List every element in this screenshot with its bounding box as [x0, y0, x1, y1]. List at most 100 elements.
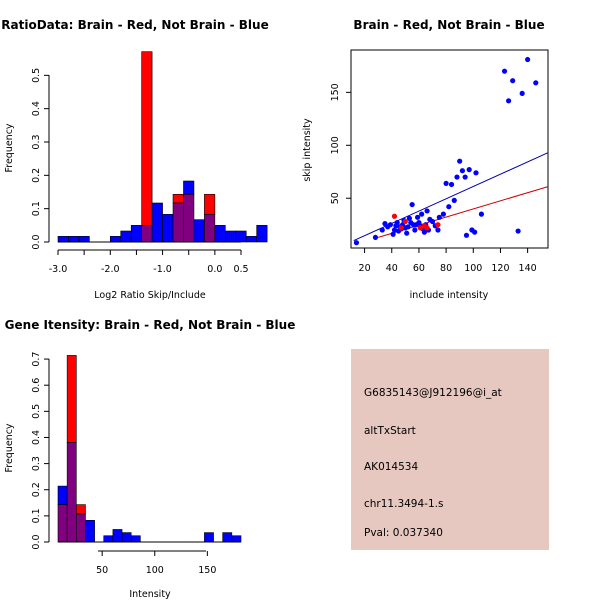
y-tick-label: 0.4 — [31, 430, 42, 445]
not-brain-bar — [130, 225, 142, 243]
not-brain-bar — [130, 535, 141, 543]
not-brain-point — [519, 90, 525, 97]
not-brain-point — [478, 211, 485, 217]
not-brain-point — [510, 78, 516, 84]
not-brain-fit-line — [353, 152, 549, 242]
not-brain-bar — [121, 532, 132, 543]
y-tick-label: 0.3 — [31, 134, 42, 149]
not-brain-bar — [109, 236, 122, 243]
not-brain-point — [515, 228, 521, 234]
not-brain-bar — [204, 532, 214, 543]
y-tick-label: 0.6 — [31, 378, 42, 393]
not-brain-bar — [57, 236, 69, 243]
x-tick-label: 40 — [386, 263, 398, 274]
y-tick-label: 0.1 — [31, 508, 42, 523]
x-tick-label: 100 — [464, 263, 482, 274]
not-brain-bar — [68, 236, 80, 243]
not-brain-bar — [225, 230, 237, 243]
y-tick-label: 50 — [330, 192, 341, 204]
not-brain-point — [419, 211, 425, 217]
info-panel: G6835143@J912196@i_at altTxStart AK01453… — [351, 349, 549, 550]
x-tick-label: 20 — [359, 263, 371, 274]
x-tick-label: 50 — [96, 565, 108, 576]
intensity-y-ticks: 0.0 0.1 0.2 0.3 0.4 0.5 0.6 0.7 — [31, 352, 49, 550]
ratio-y-ticks: 0.0 0.1 0.2 0.3 0.4 0.5 — [31, 68, 49, 250]
not-brain-point — [525, 56, 531, 63]
overlap-bar — [57, 504, 68, 543]
not-brain-bar — [235, 230, 247, 243]
scatter-y-label: skip intensity — [302, 118, 313, 182]
intensity-x-ticks: 50 100 150 — [96, 551, 216, 576]
x-tick-label: 0.0 — [207, 264, 222, 275]
y-tick-label: 0.0 — [31, 234, 42, 249]
not-brain-bar — [183, 180, 195, 195]
brain-point — [391, 213, 398, 219]
x-tick-label: 80 — [440, 263, 452, 274]
not-brain-bar — [103, 535, 114, 543]
not-brain-bar — [120, 230, 132, 243]
info-panel-background — [351, 349, 549, 550]
not-brain-point — [412, 227, 418, 233]
not-brain-point — [406, 215, 413, 221]
pvalue: Pval: 0.037340 — [364, 527, 443, 539]
probe-id: G6835143@J912196@i_at — [364, 387, 502, 399]
y-tick-label: 100 — [330, 136, 341, 154]
not-brain-point — [533, 80, 539, 86]
not-brain-point — [424, 208, 430, 214]
x-tick-label: 60 — [413, 263, 425, 274]
not-brain-bar — [222, 532, 233, 543]
scatter-fit-lines — [353, 152, 549, 242]
brain-point — [402, 218, 408, 225]
not-brain-point — [462, 174, 468, 180]
brain-bar — [141, 51, 153, 226]
x-tick-label: 150 — [198, 565, 216, 576]
y-tick-label: 150 — [330, 83, 341, 101]
cluster-id: chr11.3494-1.s — [364, 498, 443, 510]
ratio-chart-title: RatioData: Brain - Red, Not Brain - Blue — [1, 18, 268, 32]
intensity-bars — [57, 355, 242, 543]
y-tick-label: 0.0 — [31, 534, 42, 549]
not-brain-bar — [214, 225, 226, 243]
ratio-y-label: Frequency — [4, 123, 15, 172]
scatter-y-ticks: 50 100 150 — [330, 83, 351, 204]
ratio-x-ticks: -3.0 -2.0 -1.0 0.0 0.5 — [49, 249, 249, 275]
brain-bar — [172, 194, 184, 204]
not-brain-point — [436, 214, 442, 220]
ratio-bars — [57, 51, 268, 243]
scatter-chart-title: Brain - Red, Not Brain - Blue — [353, 18, 544, 32]
not-brain-point — [405, 224, 411, 230]
not-brain-point — [501, 68, 508, 74]
not-brain-point — [404, 230, 410, 236]
not-brain-point — [457, 158, 463, 164]
not-brain-point — [387, 222, 393, 228]
overlap-bar — [204, 214, 216, 243]
not-brain-bar — [85, 520, 95, 543]
not-brain-bar — [245, 236, 257, 243]
not-brain-point — [459, 168, 466, 174]
event-type: altTxStart — [364, 425, 416, 437]
not-brain-point — [506, 98, 512, 104]
intensity-y-label: Frequency — [4, 423, 15, 472]
not-brain-point — [414, 214, 421, 220]
intensity-x-label: Intensity — [129, 589, 171, 600]
y-tick-label: 0.7 — [31, 352, 42, 367]
not-brain-point — [473, 170, 479, 176]
not-brain-point — [448, 181, 455, 188]
not-brain-point — [443, 180, 449, 187]
overlap-bar — [172, 202, 184, 243]
not-brain-point — [409, 201, 415, 208]
y-tick-label: 0.2 — [31, 482, 42, 497]
x-tick-label: -1.0 — [153, 264, 172, 275]
not-brain-point — [429, 218, 436, 225]
ratio-histogram-panel: RatioData: Brain - Red, Not Brain - Blue… — [1, 18, 268, 301]
not-brain-point — [454, 174, 460, 180]
overlap-bar — [66, 442, 77, 543]
not-brain-bar — [57, 485, 68, 505]
not-brain-point — [390, 231, 396, 237]
not-brain-bar — [162, 214, 174, 243]
not-brain-point — [472, 229, 478, 235]
scatter-x-label: include intensity — [410, 290, 489, 301]
scatter-x-ticks: 20 40 60 80 100 120 140 — [359, 248, 537, 274]
overlap-bar — [183, 194, 195, 243]
